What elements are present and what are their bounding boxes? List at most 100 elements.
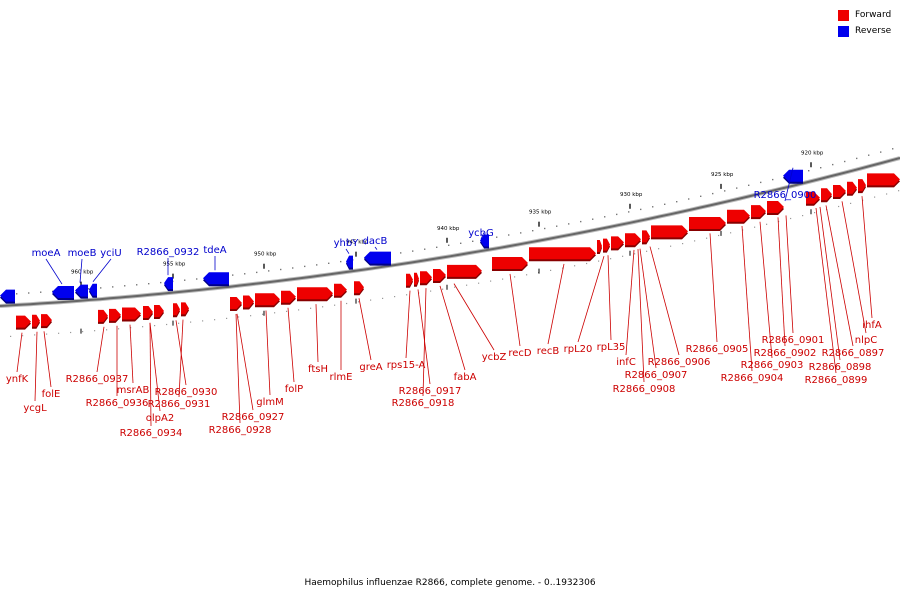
forward-gene-label[interactable]: ihfA xyxy=(862,320,882,331)
forward-gene-label[interactable]: ycbZ xyxy=(482,352,507,363)
reverse-gene-arrow[interactable] xyxy=(203,272,229,285)
reverse-gene-arrow[interactable] xyxy=(783,169,803,182)
forward-gene-label[interactable]: glmM xyxy=(256,397,284,408)
forward-gene-arrow[interactable] xyxy=(447,264,482,277)
forward-gene-label[interactable]: olpA2 xyxy=(146,413,174,424)
forward-gene-arrow[interactable] xyxy=(847,181,857,194)
forward-gene-arrow[interactable] xyxy=(642,230,650,243)
forward-gene-label[interactable]: folE xyxy=(42,389,61,400)
forward-gene-label[interactable]: greA xyxy=(359,362,382,373)
forward-gene-label[interactable]: R2866_0907 xyxy=(625,370,688,381)
forward-gene-label[interactable]: R2866_0902 xyxy=(754,348,817,359)
forward-gene-label[interactable]: rlmE xyxy=(330,372,353,383)
forward-gene-arrow[interactable] xyxy=(334,283,347,296)
reverse-gene-label[interactable]: ycbG xyxy=(468,228,494,239)
forward-gene-arrow[interactable] xyxy=(154,305,164,317)
forward-gene-arrow[interactable] xyxy=(230,297,242,309)
forward-gene-arrow[interactable] xyxy=(32,314,40,327)
forward-gene-arrow[interactable] xyxy=(420,271,432,284)
reverse-gene-label[interactable]: tdeA xyxy=(203,245,226,256)
forward-gene-label[interactable]: R2866_0906 xyxy=(648,357,711,368)
forward-gene-label[interactable]: folP xyxy=(285,384,303,395)
forward-gene-arrow[interactable] xyxy=(806,191,820,204)
forward-gene-arrow[interactable] xyxy=(767,201,784,213)
forward-gene-arrow[interactable] xyxy=(597,240,602,252)
forward-gene-arrow[interactable] xyxy=(833,185,846,197)
forward-gene-label[interactable]: R2866_0927 xyxy=(222,412,285,423)
forward-gene-arrow[interactable] xyxy=(406,273,413,286)
reverse-gene-arrow[interactable] xyxy=(75,284,88,297)
forward-gene-label[interactable]: rpL20 xyxy=(564,344,593,355)
forward-gene-label[interactable]: R2866_0897 xyxy=(822,348,885,359)
forward-gene-label[interactable]: msrAB xyxy=(117,385,150,396)
forward-gene-label[interactable]: fabA xyxy=(454,372,477,383)
forward-gene-arrow[interactable] xyxy=(689,217,726,229)
reverse-gene-label[interactable]: moeA xyxy=(32,248,61,259)
forward-gene-arrow[interactable] xyxy=(16,315,31,328)
forward-gene-arrow[interactable] xyxy=(727,209,750,222)
reverse-gene-label[interactable]: moeB xyxy=(68,248,97,259)
forward-gene-arrow[interactable] xyxy=(625,233,641,246)
forward-gene-arrow[interactable] xyxy=(414,272,419,285)
forward-gene-label[interactable]: R2866_0931 xyxy=(148,399,211,410)
forward-gene-arrow[interactable] xyxy=(603,238,610,251)
forward-gene-arrow[interactable] xyxy=(611,236,624,249)
forward-gene-label[interactable]: rpL35 xyxy=(597,342,626,353)
reverse-gene-arrow[interactable] xyxy=(480,234,489,247)
forward-gene-arrow[interactable] xyxy=(858,179,866,192)
forward-gene-label[interactable]: rps15-A xyxy=(387,360,426,371)
forward-gene-label[interactable]: R2866_0903 xyxy=(741,360,804,371)
reverse-gene-label[interactable]: yciU xyxy=(100,248,122,259)
forward-gene-label[interactable]: R2866_0936 xyxy=(86,398,149,409)
forward-gene-arrow[interactable] xyxy=(354,281,364,294)
forward-gene-label[interactable]: R2866_0901 xyxy=(762,335,825,346)
forward-gene-label[interactable]: infC xyxy=(616,357,636,368)
forward-gene-arrow[interactable] xyxy=(243,295,254,308)
forward-gene-label[interactable]: R2866_0930 xyxy=(155,387,218,398)
forward-gene-label[interactable]: recD xyxy=(508,348,532,359)
forward-gene-label[interactable]: nlpC xyxy=(855,335,877,346)
forward-gene-arrow[interactable] xyxy=(122,307,141,320)
forward-gene-label[interactable]: ftsH xyxy=(308,364,328,375)
reverse-gene-label[interactable]: R2866_0932 xyxy=(137,247,200,258)
forward-gene-label[interactable]: R2866_0905 xyxy=(686,344,749,355)
forward-gene-arrow[interactable] xyxy=(281,290,296,303)
forward-gene-arrow[interactable] xyxy=(41,314,52,327)
reverse-gene-label[interactable]: dacB xyxy=(363,236,388,247)
forward-gene-arrow[interactable] xyxy=(821,188,832,201)
reverse-gene-label[interactable]: R2866_0900 xyxy=(754,190,817,201)
forward-gene-arrow[interactable] xyxy=(867,173,900,186)
forward-gene-arrow[interactable] xyxy=(433,269,446,281)
forward-gene-label[interactable]: R2866_0898 xyxy=(809,362,872,373)
gene-label-leader xyxy=(453,283,495,351)
forward-gene-label[interactable]: R2866_0928 xyxy=(209,425,272,436)
reverse-gene-arrow[interactable] xyxy=(52,286,74,298)
reverse-gene-label[interactable]: yhbY xyxy=(334,238,360,249)
forward-gene-arrow[interactable] xyxy=(651,225,688,238)
forward-gene-arrow[interactable] xyxy=(98,309,108,322)
forward-gene-arrow[interactable] xyxy=(297,287,333,300)
forward-gene-label[interactable]: R2866_0904 xyxy=(721,373,784,384)
forward-gene-label[interactable]: recB xyxy=(537,346,560,357)
forward-gene-arrow[interactable] xyxy=(492,257,528,269)
forward-gene-arrow[interactable] xyxy=(529,247,596,260)
forward-gene-arrow[interactable] xyxy=(255,293,280,306)
forward-gene-label[interactable]: R2866_0918 xyxy=(392,398,455,409)
reverse-gene-arrow[interactable] xyxy=(364,251,391,264)
forward-gene-arrow[interactable] xyxy=(181,302,189,315)
forward-gene-label[interactable]: R2866_0899 xyxy=(805,375,868,386)
forward-gene-label[interactable]: ynfK xyxy=(6,374,29,385)
reverse-gene-arrow[interactable] xyxy=(0,289,15,302)
forward-gene-label[interactable]: R2866_0917 xyxy=(399,386,462,397)
reverse-gene-arrow[interactable] xyxy=(164,277,173,290)
forward-gene-arrow[interactable] xyxy=(143,306,153,318)
forward-gene-arrow[interactable] xyxy=(751,205,766,218)
forward-gene-arrow[interactable] xyxy=(173,303,180,316)
forward-gene-label[interactable]: ycgL xyxy=(23,403,47,414)
reverse-gene-arrow[interactable] xyxy=(346,255,353,268)
forward-gene-label[interactable]: R2866_0937 xyxy=(66,374,129,385)
forward-gene-label[interactable]: R2866_0934 xyxy=(120,428,183,439)
forward-gene-arrow[interactable] xyxy=(109,308,121,321)
reverse-gene-arrow[interactable] xyxy=(89,283,97,296)
forward-gene-label[interactable]: R2866_0908 xyxy=(613,384,676,395)
